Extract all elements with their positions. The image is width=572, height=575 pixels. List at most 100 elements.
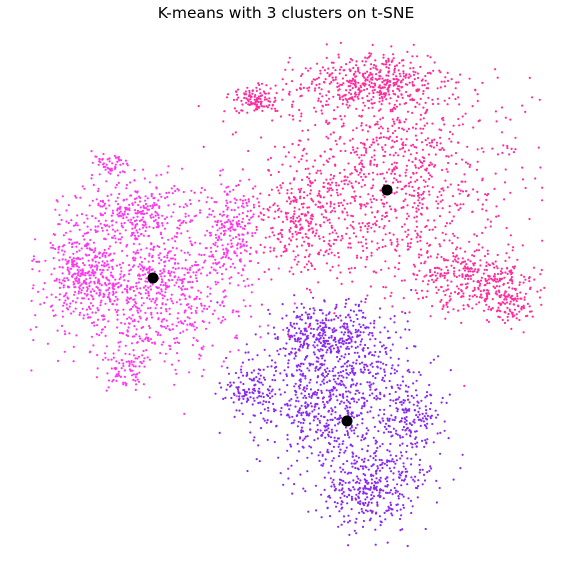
scatter-point <box>367 501 370 504</box>
scatter-point <box>293 222 296 225</box>
scatter-point <box>396 116 399 119</box>
scatter-point <box>400 479 404 482</box>
scatter-point <box>267 169 271 172</box>
scatter-point <box>256 354 259 357</box>
scatter-point <box>394 107 397 110</box>
scatter-point <box>539 273 542 276</box>
scatter-point <box>422 127 425 130</box>
scatter-point <box>235 110 238 113</box>
scatter-point <box>366 99 369 102</box>
scatter-point <box>62 234 65 237</box>
scatter-point <box>108 266 111 269</box>
scatter-point <box>440 129 443 132</box>
scatter-point <box>99 222 102 225</box>
scatter-point <box>221 244 224 247</box>
scatter-point <box>182 330 185 333</box>
scatter-point <box>307 69 310 72</box>
scatter-point <box>104 238 107 241</box>
scatter-point <box>290 351 293 354</box>
scatter-point <box>405 235 408 238</box>
scatter-point <box>379 108 382 111</box>
scatter-point <box>479 293 483 296</box>
scatter-point <box>342 491 345 494</box>
scatter-point <box>310 198 313 201</box>
scatter-point <box>334 76 337 79</box>
scatter-point <box>344 74 347 77</box>
scatter-point <box>76 297 79 300</box>
scatter-point <box>367 172 370 175</box>
scatter-point <box>495 215 498 218</box>
scatter-point <box>165 319 168 322</box>
scatter-point <box>299 217 302 220</box>
scatter-point <box>259 427 263 430</box>
scatter-point <box>108 291 111 294</box>
scatter-point <box>468 240 471 243</box>
scatter-point <box>247 200 251 203</box>
scatter-point <box>164 197 167 200</box>
scatter-point <box>403 150 407 153</box>
scatter-point <box>384 245 387 248</box>
scatter-point <box>370 251 373 254</box>
scatter-point <box>366 482 369 485</box>
scatter-point <box>402 64 405 67</box>
scatter-point <box>436 97 439 100</box>
scatter-point <box>244 305 247 308</box>
scatter-point <box>376 78 379 81</box>
scatter-point <box>201 375 204 378</box>
scatter-point <box>322 254 325 257</box>
scatter-point <box>310 244 314 247</box>
scatter-point <box>366 255 369 259</box>
scatter-point <box>129 194 132 197</box>
scatter-point <box>86 272 89 275</box>
scatter-point <box>305 219 308 222</box>
scatter-point <box>482 309 486 312</box>
scatter-point <box>221 278 224 281</box>
scatter-point <box>323 240 326 243</box>
scatter-point <box>122 308 125 311</box>
scatter-point <box>128 362 131 366</box>
scatter-point <box>126 284 129 287</box>
scatter-point <box>383 462 386 465</box>
scatter-point <box>177 189 180 192</box>
scatter-point <box>183 294 186 297</box>
scatter-point <box>231 245 234 248</box>
scatter-point <box>461 123 464 126</box>
scatter-point <box>257 278 260 281</box>
scatter-point <box>359 90 362 93</box>
scatter-point <box>405 423 408 426</box>
scatter-point <box>200 254 203 257</box>
scatter-point <box>241 227 244 230</box>
scatter-point <box>330 428 333 431</box>
scatter-point <box>382 362 385 365</box>
scatter-point <box>511 282 514 285</box>
scatter-point <box>220 223 223 226</box>
scatter-point <box>382 285 385 289</box>
scatter-point <box>405 138 408 141</box>
scatter-point <box>398 72 401 75</box>
scatter-point <box>128 360 131 363</box>
scatter-point <box>345 98 348 102</box>
scatter-point <box>346 430 349 433</box>
scatter-point <box>166 256 169 259</box>
scatter-point <box>251 89 254 93</box>
scatter-point <box>279 372 282 375</box>
scatter-point <box>142 286 146 289</box>
scatter-point <box>385 363 388 366</box>
scatter-point <box>342 94 345 97</box>
scatter-point <box>155 174 158 177</box>
scatter-point <box>438 486 441 490</box>
scatter-point <box>401 375 404 378</box>
scatter-point <box>303 340 306 343</box>
scatter-point <box>219 220 223 223</box>
scatter-point <box>223 190 226 193</box>
scatter-point <box>94 217 97 220</box>
scatter-point <box>290 192 293 195</box>
scatter-point <box>235 90 238 93</box>
scatter-point <box>378 496 382 499</box>
scatter-point <box>371 43 374 47</box>
scatter-point <box>346 409 349 412</box>
scatter-point <box>282 146 286 149</box>
scatter-point <box>107 293 110 296</box>
scatter-point <box>216 245 219 248</box>
scatter-point <box>398 61 401 65</box>
